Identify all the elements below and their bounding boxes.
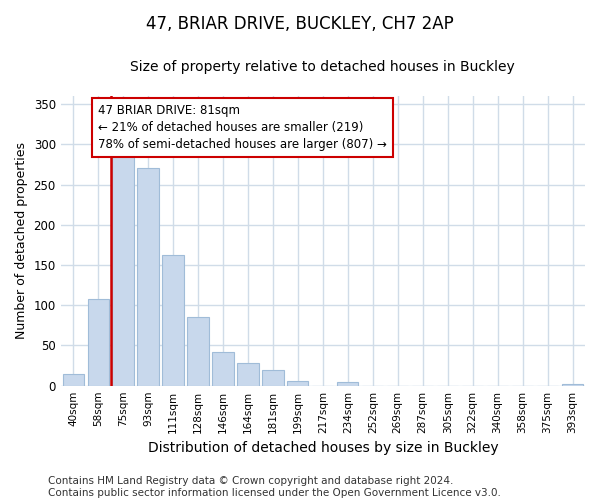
Bar bbox=[337, 382, 358, 386]
Bar bbox=[287, 381, 308, 386]
Bar bbox=[88, 299, 109, 386]
Bar bbox=[163, 254, 184, 386]
Text: 47, BRIAR DRIVE, BUCKLEY, CH7 2AP: 47, BRIAR DRIVE, BUCKLEY, CH7 2AP bbox=[146, 15, 454, 33]
Bar bbox=[112, 150, 134, 386]
Y-axis label: Number of detached properties: Number of detached properties bbox=[15, 142, 28, 340]
Bar bbox=[562, 384, 583, 386]
Bar bbox=[238, 363, 259, 386]
Title: Size of property relative to detached houses in Buckley: Size of property relative to detached ho… bbox=[130, 60, 515, 74]
Bar bbox=[187, 318, 209, 386]
Bar bbox=[212, 352, 233, 386]
X-axis label: Distribution of detached houses by size in Buckley: Distribution of detached houses by size … bbox=[148, 441, 498, 455]
Bar bbox=[262, 370, 284, 386]
Text: Contains HM Land Registry data © Crown copyright and database right 2024.
Contai: Contains HM Land Registry data © Crown c… bbox=[48, 476, 501, 498]
Bar bbox=[62, 374, 84, 386]
Bar bbox=[137, 168, 158, 386]
Text: 47 BRIAR DRIVE: 81sqm
← 21% of detached houses are smaller (219)
78% of semi-det: 47 BRIAR DRIVE: 81sqm ← 21% of detached … bbox=[98, 104, 387, 151]
